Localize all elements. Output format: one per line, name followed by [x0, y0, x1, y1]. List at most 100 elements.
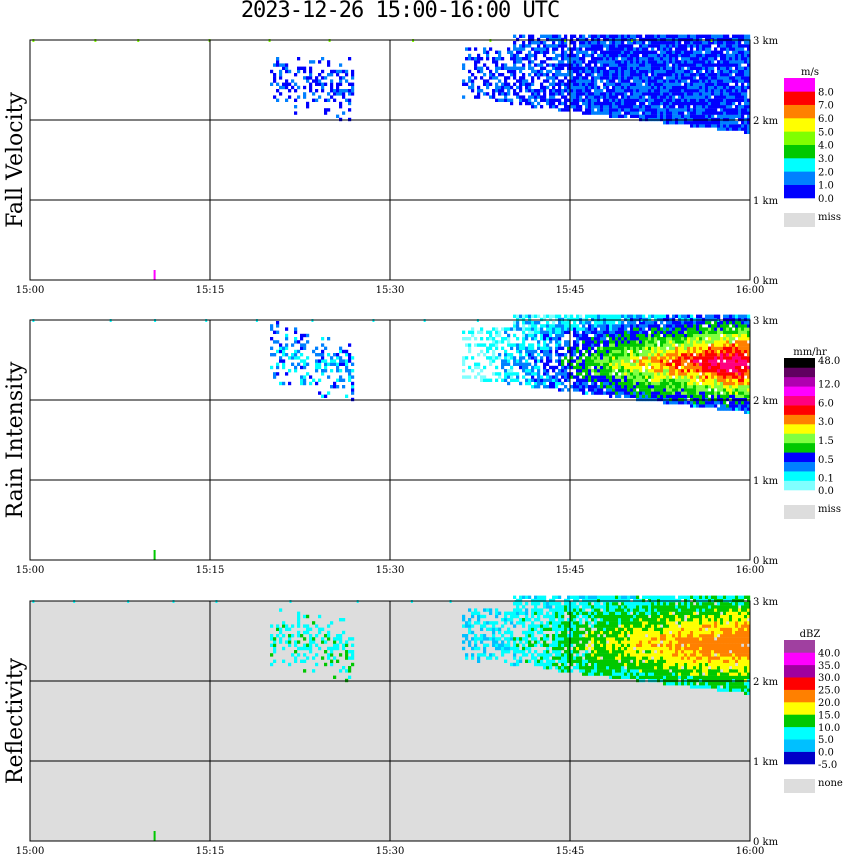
echo-cell: [579, 608, 583, 612]
echo-cell: [747, 369, 751, 373]
echo-cell: [330, 659, 334, 663]
echo-cell: [582, 353, 586, 357]
echo-cell: [678, 391, 682, 395]
echo-cell: [624, 53, 628, 58]
echo-cell: [702, 378, 706, 382]
echo-cell: [738, 372, 742, 376]
echo-cell: [660, 381, 664, 386]
echo-cell: [651, 362, 655, 366]
echo-cell: [576, 349, 580, 354]
echo-cell: [624, 44, 628, 48]
echo-cell: [339, 79, 343, 83]
echo-cell: [531, 365, 535, 370]
echo-cell: [543, 50, 547, 54]
echo-cell: [321, 394, 325, 398]
echo-cell: [549, 353, 553, 357]
echo-cell: [645, 343, 649, 347]
echo-cell: [498, 375, 502, 379]
echo-cell: [480, 640, 484, 644]
echo-cell: [519, 44, 523, 48]
echo-cell: [492, 92, 496, 96]
echo-cell: [564, 41, 568, 45]
echo-cell: [582, 101, 586, 106]
echo-cell: [561, 618, 565, 622]
echo-cell: [501, 85, 505, 90]
echo-cell: [591, 73, 595, 77]
echo-cell: [348, 108, 352, 112]
echo-cell: [330, 385, 334, 389]
echo-cell: [492, 627, 496, 631]
echo-cell: [708, 391, 712, 395]
echo-cell: [723, 356, 727, 360]
echo-cell: [345, 394, 349, 398]
echo-cell: [621, 44, 625, 48]
echo-cell: [612, 57, 616, 61]
echo-cell: [579, 89, 583, 93]
echo-cell: [747, 333, 751, 338]
echo-cell: [747, 337, 751, 341]
echo-cell: [630, 53, 634, 58]
echo-cell: [333, 643, 337, 647]
echo-cell: [624, 85, 628, 90]
echo-cell: [630, 114, 634, 118]
echo-cell: [348, 92, 352, 96]
echo-cell: [576, 656, 580, 660]
echo-cell: [726, 394, 730, 398]
echo-cell: [726, 101, 730, 106]
echo-cell: [285, 85, 289, 90]
echo-cell: [564, 637, 568, 641]
echo-cell: [618, 324, 622, 328]
echo-cell: [570, 314, 574, 318]
echo-cell: [708, 85, 712, 90]
echo-cell: [708, 57, 712, 61]
echo-cell: [309, 646, 313, 651]
echo-cell: [555, 611, 559, 615]
echo-cell: [618, 385, 622, 389]
echo-cell: [621, 314, 625, 318]
echo-cell: [552, 50, 556, 54]
echo-cell: [612, 346, 616, 350]
echo-cell: [537, 640, 541, 644]
echo-cell: [504, 359, 508, 363]
echo-cell: [480, 369, 484, 373]
echo-cell: [552, 618, 556, 622]
echo-cell: [687, 95, 691, 99]
echo-cell: [591, 330, 595, 334]
echo-cell: [630, 333, 634, 338]
echo-cell: [684, 63, 688, 67]
echo-cell: [288, 356, 292, 360]
echo-cell: [690, 385, 694, 389]
echo-cell: [543, 95, 547, 99]
echo-cell: [351, 656, 355, 660]
echo-cell: [489, 621, 493, 625]
echo-cell: [537, 602, 541, 606]
echo-cell: [741, 349, 745, 354]
echo-cell: [588, 92, 592, 96]
echo-cell: [627, 53, 631, 58]
echo-cell: [561, 44, 565, 48]
echo-cell: [351, 69, 355, 74]
echo-cell: [603, 391, 607, 395]
echo-cell: [582, 34, 586, 38]
echo-cell: [747, 79, 751, 83]
echo-cell: [555, 365, 559, 370]
echo-cell: [717, 105, 721, 109]
echo-cell: [327, 634, 331, 638]
echo-cell: [741, 57, 745, 61]
echo-cell: [576, 627, 580, 631]
legend-missing-swatch: [784, 505, 815, 519]
echo-cell: [729, 108, 733, 112]
echo-cell: [294, 369, 298, 373]
echo-cell: [513, 73, 517, 77]
echo-cell: [681, 343, 685, 347]
echo-cell: [642, 60, 646, 64]
echo-cell: [561, 57, 565, 61]
echo-cell: [684, 121, 688, 125]
echo-cell: [324, 369, 328, 373]
echo-cell: [591, 343, 595, 347]
echo-cell: [603, 95, 607, 99]
echo-cell: [738, 385, 742, 389]
echo-cell: [468, 627, 472, 631]
echo-cell: [699, 356, 703, 360]
echo-cell: [624, 82, 628, 86]
